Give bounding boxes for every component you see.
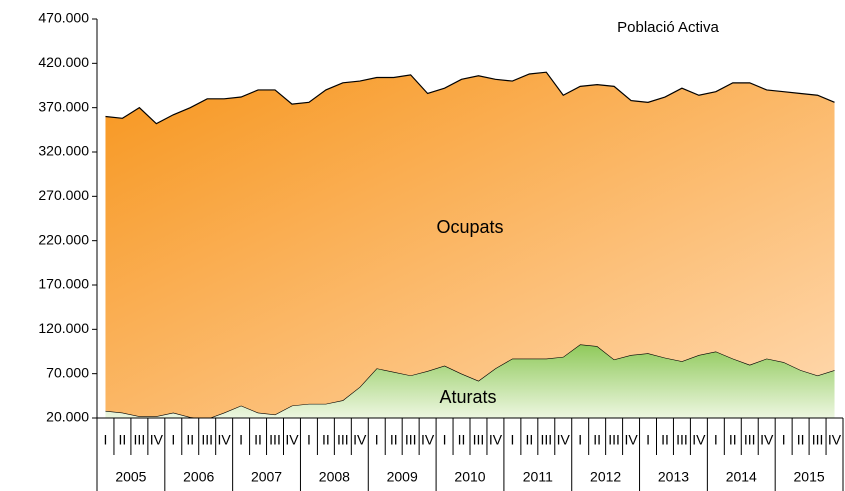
x-tick-label: II xyxy=(254,432,262,448)
x-tick-label: IV xyxy=(218,432,232,448)
x-tick-label: I xyxy=(646,432,650,448)
y-tick-label: 170.000 xyxy=(38,276,89,292)
y-tick-label: 470.000 xyxy=(38,10,89,26)
year-label: 2014 xyxy=(726,469,757,485)
x-tick-label: IV xyxy=(353,432,367,448)
x-tick-label: IV xyxy=(557,432,571,448)
year-label: 2013 xyxy=(658,469,689,485)
year-label: 2015 xyxy=(794,469,825,485)
x-tick-label: II xyxy=(458,432,466,448)
x-tick-label: I xyxy=(375,432,379,448)
y-tick-label: 220.000 xyxy=(38,231,89,247)
x-tick-label: II xyxy=(390,432,398,448)
x-tick-label: II xyxy=(729,432,737,448)
x-tick-label: IV xyxy=(421,432,435,448)
x-tick-label: I xyxy=(578,432,582,448)
x-tick-label: I xyxy=(104,432,108,448)
plot-area xyxy=(105,71,835,418)
x-tick-label: I xyxy=(307,432,311,448)
x-tick-label: III xyxy=(540,432,552,448)
area xyxy=(105,72,835,418)
x-tick-label: I xyxy=(782,432,786,448)
year-label: 2008 xyxy=(319,469,350,485)
x-tick-label: II xyxy=(661,432,669,448)
y-tick-label: 20.000 xyxy=(46,409,89,425)
x-tick-label: II xyxy=(186,432,194,448)
x-tick-label: III xyxy=(812,432,824,448)
area xyxy=(105,344,835,418)
year-label: 2007 xyxy=(251,469,282,485)
x-tick-label: III xyxy=(473,432,485,448)
y-tick-label: 270.000 xyxy=(38,187,89,203)
x-tick-label: I xyxy=(714,432,718,448)
series-label: Ocupats xyxy=(436,217,503,237)
year-label: 2009 xyxy=(387,469,418,485)
year-label: 2010 xyxy=(454,469,485,485)
x-tick-label: IV xyxy=(692,432,706,448)
x-tick-label: IV xyxy=(285,432,299,448)
x-tick-label: IV xyxy=(828,432,842,448)
x-tick-label: III xyxy=(405,432,417,448)
x-tick-label: III xyxy=(337,432,349,448)
x-tick-label: II xyxy=(525,432,533,448)
year-label: 2012 xyxy=(590,469,621,485)
x-tick-label: I xyxy=(171,432,175,448)
y-tick-label: 120.000 xyxy=(38,320,89,336)
x-tick-label: IV xyxy=(150,432,164,448)
x-tick-label: IV xyxy=(760,432,774,448)
x-tick-label: II xyxy=(797,432,805,448)
year-label: 2005 xyxy=(115,469,146,485)
chart-title: Població Activa xyxy=(617,19,719,36)
series-label: Aturats xyxy=(439,387,496,407)
x-tick-label: I xyxy=(510,432,514,448)
x-tick-label: II xyxy=(119,432,127,448)
x-tick-label: II xyxy=(322,432,330,448)
y-tick-label: 420.000 xyxy=(38,54,89,70)
x-tick-label: I xyxy=(443,432,447,448)
x-tick-label: III xyxy=(269,432,281,448)
year-label: 2006 xyxy=(183,469,214,485)
year-label: 2011 xyxy=(523,469,553,485)
x-tick-label: III xyxy=(608,432,620,448)
x-tick-label: I xyxy=(239,432,243,448)
x-tick-label: II xyxy=(593,432,601,448)
x-tick-label: III xyxy=(676,432,688,448)
x-tick-label: III xyxy=(134,432,146,448)
y-tick-label: 320.000 xyxy=(38,143,89,159)
y-tick-label: 370.000 xyxy=(38,98,89,114)
x-tick-label: IV xyxy=(489,432,503,448)
x-tick-label: III xyxy=(744,432,756,448)
area-outline xyxy=(105,343,835,418)
x-tick-label: III xyxy=(201,432,213,448)
y-tick-label: 70.000 xyxy=(46,364,89,380)
x-tick-label: IV xyxy=(624,432,638,448)
area-outline xyxy=(105,71,835,125)
